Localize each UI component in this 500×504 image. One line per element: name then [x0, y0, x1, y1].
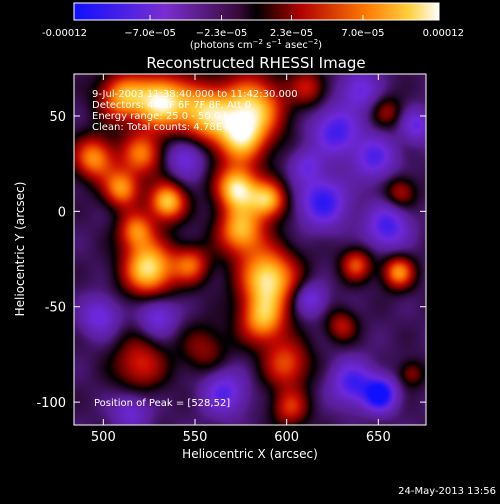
x-tick-label: 650 [366, 430, 391, 445]
annotation-time-range: 9-Jul-2003 11:38:40.000 to 11:42:30.000 [92, 89, 298, 100]
annotation-total-counts: Clean: Total counts: 4.78E+03 [92, 122, 243, 133]
colorbar-unit-label: (photons cm−2 s−1 asec−2) [190, 38, 322, 51]
y-tick-label: 50 [49, 110, 66, 125]
colorbar-tick-label: −2.3e−05 [196, 28, 248, 39]
colorbar-gradient [73, 2, 440, 21]
plot-frame [73, 73, 427, 426]
colorbar-tick-label: 7.0e−05 [341, 28, 384, 39]
y-tick-label: -100 [36, 396, 66, 411]
x-tick-label: 500 [91, 430, 116, 445]
colorbar-tick-label: −7.0e−05 [124, 28, 176, 39]
x-axis-ticks: 500 550 600 650 [91, 74, 391, 445]
x-tick-label: 600 [274, 430, 299, 445]
annotations: 9-Jul-2003 11:38:40.000 to 11:42:30.000 … [92, 89, 298, 409]
y-axis-ticks: 50 0 -50 -100 [36, 110, 426, 411]
plot-area: 500 550 600 650 500-50-100 [36, 73, 427, 445]
colorbar: -0.00012 −7.0e−05 −2.3e−05 2.3e−05 7.0e−05 0.… [42, 2, 464, 51]
colorbar-ticks [73, 15, 440, 20]
chart-title: Reconstructed RHESSI Image [146, 54, 365, 72]
peak-position-label: Position of Peak = [528,52] [94, 398, 230, 409]
colorbar-tick-label: 2.3e−05 [270, 28, 313, 39]
x-tick-label: 550 [183, 430, 208, 445]
y-tick-label: 0 [58, 205, 66, 220]
colorbar-tick-labels: -0.00012 −7.0e−05 −2.3e−05 2.3e−05 7.0e−05 0.… [42, 28, 464, 39]
x-axis-label: Heliocentric X (arcsec) [182, 447, 318, 461]
y-axis-label: Heliocentric Y (arcsec) [13, 182, 27, 317]
colorbar-tick-label: 0.00012 [423, 28, 464, 39]
annotation-detectors: Detectors: 4F 5F 6F 7F 8F, Att 0 [92, 100, 251, 111]
annotation-energy-range: Energy range: 25.0 - 50.0 keV [92, 111, 242, 122]
heatmap-image [74, 74, 426, 425]
y-tick-label: -50 [45, 301, 66, 316]
colorbar-tick-label: -0.00012 [42, 28, 87, 39]
footer-timestamp: 24-May-2013 13:56 [398, 486, 496, 497]
